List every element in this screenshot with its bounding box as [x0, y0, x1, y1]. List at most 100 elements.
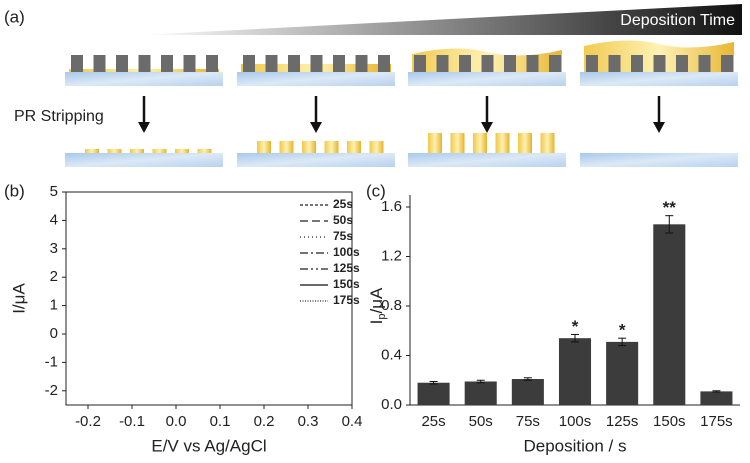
x-tick-label: 0.4: [342, 413, 363, 430]
arrow-head: [653, 122, 665, 133]
y-axis-label: I/μA: [9, 283, 28, 314]
y-tick-label: -2: [45, 382, 58, 399]
photoresist: [698, 55, 711, 72]
panel-label: (a): [4, 7, 25, 26]
x-tick-label: 75s: [516, 413, 540, 430]
x-axis-label: E/V vs Ag/AgCl: [151, 436, 266, 455]
x-tick-label: 0.1: [210, 413, 231, 430]
y-tick-label: -1: [45, 353, 58, 370]
legend-label: 125s: [333, 261, 360, 275]
gold-pillar: [540, 133, 555, 153]
gold-pillar: [279, 141, 294, 153]
bar: [464, 381, 497, 405]
substrate: [237, 72, 395, 86]
substrate: [65, 153, 223, 167]
gold-pillar: [428, 133, 442, 153]
gold-pillar: [347, 141, 361, 153]
x-tick-label: 100s: [559, 413, 592, 430]
arrow-head: [138, 122, 150, 133]
y-tick-label: 0.4: [381, 346, 402, 363]
y-tick-label: 2: [50, 268, 58, 285]
schematic: (a) Deposition Time PR Stripping: [4, 4, 742, 167]
x-tick-label: 0.0: [166, 413, 187, 430]
substrate: [580, 72, 738, 86]
bar: [700, 391, 733, 405]
gold-pillar: [197, 149, 212, 153]
photoresist: [436, 55, 449, 72]
photoresist: [206, 55, 218, 72]
x-tick-label: 150s: [653, 413, 686, 430]
y-tick-label: 1.6: [381, 198, 402, 215]
substrate: [408, 72, 566, 86]
y-tick-label: 1: [50, 297, 58, 314]
y-axis-label-part: I: [367, 320, 386, 325]
y-tick-label: 5: [50, 183, 58, 200]
y-axis-label-part: /μA: [367, 287, 386, 314]
x-tick-label: 50s: [469, 413, 493, 430]
photoresist: [676, 55, 688, 72]
photoresist: [608, 55, 621, 72]
photoresist: [414, 55, 426, 72]
bar: [653, 224, 686, 405]
legend-label: 25s: [333, 197, 353, 211]
bar: [417, 382, 450, 405]
bar: [558, 338, 592, 405]
gradient-label: Deposition Time: [620, 12, 735, 29]
gold-pillar: [324, 141, 339, 153]
substrate: [237, 153, 395, 167]
legend-label: 50s: [333, 213, 353, 227]
photoresist: [355, 55, 368, 72]
photoresist: [310, 55, 323, 72]
photoresist: [71, 55, 83, 72]
legend-label: 150s: [333, 277, 360, 291]
photoresist: [265, 55, 278, 72]
x-tick-label: 0.3: [298, 413, 319, 430]
substrate: [408, 153, 566, 167]
photoresist: [93, 55, 106, 72]
photoresist: [183, 55, 196, 72]
photoresist: [116, 55, 128, 72]
photoresist: [526, 55, 539, 72]
significance-mark: *: [572, 317, 579, 336]
panel-label: (c): [366, 181, 386, 200]
y-tick-label: 4: [50, 211, 58, 228]
photoresist: [631, 55, 643, 72]
gold-pillar: [257, 141, 271, 153]
significance-mark: *: [619, 321, 626, 340]
y-tick-label: 0: [50, 325, 58, 342]
gold-pillar: [175, 149, 189, 153]
gold-pillar: [495, 133, 510, 153]
x-tick-label: -0.2: [75, 413, 101, 430]
arrow-head: [481, 122, 493, 133]
gold-pillar: [85, 149, 99, 153]
gold-pillar: [473, 133, 487, 153]
gradient-triangle: [140, 4, 742, 35]
photoresist: [333, 55, 345, 72]
y-tick-label: 1.2: [381, 247, 402, 264]
panel-label: (b): [4, 181, 25, 200]
significance-mark: **: [663, 198, 677, 217]
bar: [511, 379, 544, 405]
x-tick-label: 175s: [700, 413, 733, 430]
gold-pillar: [450, 133, 465, 153]
photoresist: [504, 55, 516, 72]
step-label: PR Stripping: [14, 108, 104, 125]
gold-pillar: [107, 149, 122, 153]
arrow-head: [310, 122, 322, 133]
legend-label: 75s: [333, 229, 353, 243]
gold-pillar: [130, 149, 144, 153]
bar-chart: (c) 0.0 0.4 0.8 1.2 1.6 25s 50s 75s * 100s * 125s ** 1…: [366, 181, 740, 455]
photoresist: [378, 55, 390, 72]
y-tick-label: 0.8: [381, 297, 402, 314]
photoresist: [459, 55, 471, 72]
photoresist: [161, 55, 173, 72]
y-tick-label: 0.0: [381, 396, 402, 413]
y-axis-label: Ip/μA: [367, 287, 387, 324]
substrate: [580, 153, 738, 167]
photoresist: [138, 55, 151, 72]
plot-frame: [65, 191, 353, 406]
bar: [606, 341, 639, 405]
photoresist: [721, 55, 733, 72]
photoresist: [243, 55, 255, 72]
